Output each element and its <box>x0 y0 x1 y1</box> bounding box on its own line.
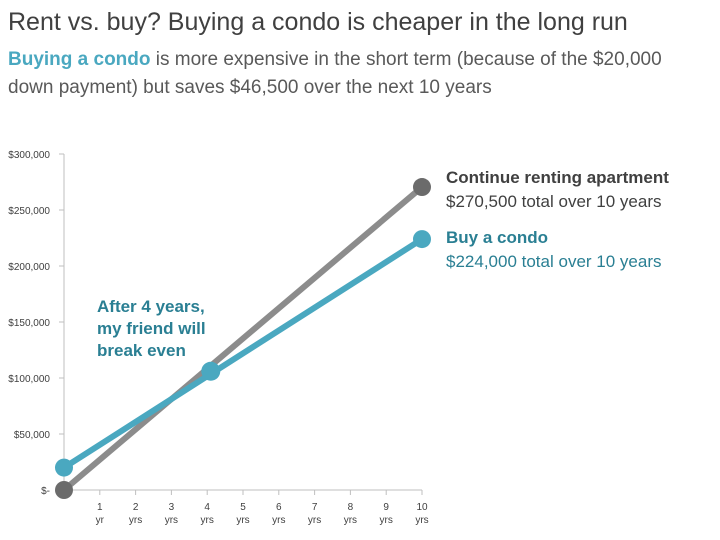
x-tick-label: 10 <box>416 502 428 513</box>
chart-title: Rent vs. buy? Buying a condo is cheaper … <box>8 8 628 36</box>
y-tick-label: $200,000 <box>8 262 50 273</box>
series-line-buy <box>61 236 425 471</box>
series-point-buy <box>55 458 73 477</box>
y-tick-label: $150,000 <box>8 318 50 329</box>
x-tick-unit-label: yrs <box>201 515 214 526</box>
y-axis: $- $50,000 $100,000 $150,000 $200,000 $250,00… <box>8 150 65 497</box>
x-tick-unit-label: yr <box>96 515 105 526</box>
x-tick-label: 9 <box>383 502 389 513</box>
break-even-point <box>201 361 221 381</box>
x-tick-label: 6 <box>276 502 282 513</box>
y-tick-label: $300,000 <box>8 150 50 161</box>
y-tick-label: $250,000 <box>8 206 50 217</box>
y-tick-label: $- <box>41 486 50 497</box>
subtitle-highlight: Buying a condo <box>8 49 151 70</box>
x-tick-label: 2 <box>133 502 139 513</box>
rent-series-label: Continue renting apartment <box>446 168 669 187</box>
x-tick-unit-label: yrs <box>415 515 428 526</box>
x-tick-unit-label: yrs <box>344 515 357 526</box>
buy-series-detail: $224,000 total over 10 years <box>446 252 661 271</box>
x-tick-label: 1 <box>97 502 103 513</box>
subtitle-text: is more expensive in the short term (bec… <box>8 49 662 98</box>
buy-series-label: Buy a condo <box>446 228 548 247</box>
x-axis: 1 yr 2 yrs 3 yrs 4 yrs 5 yrs 6 yrs 7 yrs 8 yrs 9 yrs 10 yrs <box>64 489 429 526</box>
x-tick-label: 5 <box>240 502 246 513</box>
x-tick-label: 7 <box>312 502 318 513</box>
break-even-annotation: break even <box>97 341 186 360</box>
labels-layer: Continue renting apartment $270,500 total… <box>97 168 669 360</box>
break-even-annotation: my friend will <box>97 319 206 338</box>
series-point-rent <box>55 481 73 499</box>
series-point-buy <box>413 230 431 249</box>
x-tick-label: 8 <box>348 502 354 513</box>
y-tick-label: $50,000 <box>14 430 51 441</box>
x-tick-unit-label: yrs <box>272 515 285 526</box>
series-point-rent <box>413 178 431 197</box>
x-tick-label: 3 <box>169 502 175 513</box>
x-tick-unit-label: yrs <box>380 515 393 526</box>
series-line-rent <box>61 184 425 493</box>
break-even-annotation: After 4 years, <box>97 297 205 316</box>
x-tick-unit-label: yrs <box>308 515 321 526</box>
chart-subtitle: Buying a condo is more expensive in the … <box>8 46 708 102</box>
y-tick-label: $100,000 <box>8 374 50 385</box>
x-tick-unit-label: yrs <box>165 515 178 526</box>
rent-series-detail: $270,500 total over 10 years <box>446 192 661 211</box>
x-tick-unit-label: yrs <box>129 515 142 526</box>
x-tick-unit-label: yrs <box>236 515 249 526</box>
x-tick-label: 4 <box>204 502 210 513</box>
series-layer <box>55 178 431 499</box>
